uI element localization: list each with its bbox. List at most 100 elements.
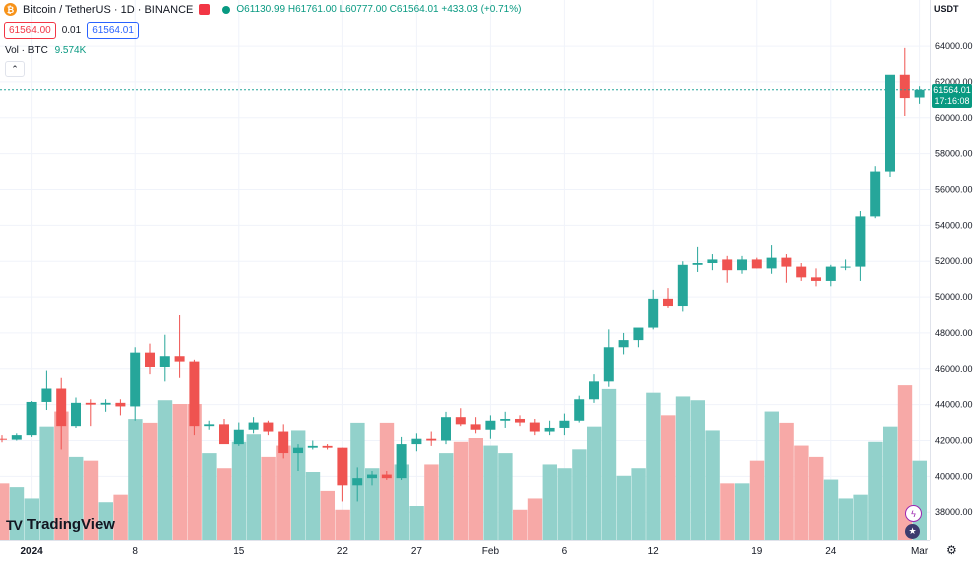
time-tick-label: Mar [911, 546, 929, 557]
price-tick-label: 48000.00 [935, 328, 973, 338]
candle [455, 408, 466, 427]
buy-button[interactable]: 61564.01 [87, 22, 139, 39]
candle-body [441, 417, 451, 441]
volume-bar [305, 472, 321, 540]
volume-bar [853, 494, 868, 540]
symbol-title[interactable]: Bitcoin / TetherUS · 1D · BINANCE [23, 3, 194, 16]
currency-label[interactable]: USDT [934, 4, 959, 14]
price-tick-label: 54000.00 [935, 220, 973, 230]
volume-value: 9.574K [54, 45, 87, 56]
candle-body [648, 298, 659, 328]
time-axis[interactable]: 2024 8 15 22 27 Feb 6 12 19 24 Mar [0, 540, 930, 560]
flash-icon[interactable]: ϟ [905, 505, 922, 522]
volume-bar [0, 483, 10, 540]
candle-body [663, 298, 673, 307]
volume-bar [9, 487, 25, 540]
candle-body [677, 264, 688, 307]
volume-bar [542, 464, 557, 540]
price-tick-label: 52000.00 [935, 256, 973, 266]
candle-body [11, 435, 22, 440]
candle [766, 245, 777, 274]
candle [781, 254, 792, 283]
candle [145, 343, 155, 375]
candle-body [411, 438, 422, 445]
candle [515, 415, 525, 427]
price-tick-label: 46000.00 [935, 364, 973, 374]
candle-body [396, 444, 407, 479]
price-tick-label: 38000.00 [935, 507, 973, 517]
us-flag-icon: ★ [905, 524, 920, 539]
candle-body [781, 257, 792, 267]
volume-bar [838, 498, 853, 540]
volume-bar [587, 426, 602, 540]
tradingview-logo[interactable]: TV TradingView [6, 516, 115, 533]
time-tick-label: 15 [233, 546, 245, 557]
candle-body [529, 422, 540, 432]
volume-bar [661, 415, 676, 540]
candle [263, 420, 274, 436]
time-tick-label: 19 [751, 546, 763, 557]
price-axis[interactable]: 38000.00 40000.00 42000.00 44000.00 46000.00… [930, 0, 974, 540]
candle-body [544, 427, 555, 432]
candle [885, 74, 895, 177]
price-axis-labels: 38000.00 40000.00 42000.00 44000.00 46000.00… [935, 41, 973, 517]
candle-body [278, 431, 289, 454]
volume-bar [572, 449, 587, 540]
symbol-legend: ₿ Bitcoin / TetherUS · 1D · BINANCE O611… [4, 3, 521, 16]
flag-icon[interactable] [199, 4, 211, 15]
collapse-legend-button[interactable]: ⌃ [5, 61, 25, 77]
volume-bar [379, 422, 395, 540]
candle-body [855, 216, 866, 267]
candle-body [100, 402, 111, 405]
price-tick-label: 40000.00 [935, 471, 973, 481]
price-chart[interactable] [0, 0, 930, 540]
sell-button[interactable]: 61564.00 [4, 22, 56, 39]
volume-label: Vol · BTC [5, 45, 48, 56]
market-status-icon [222, 5, 231, 14]
candle [796, 263, 807, 281]
candle-body [71, 402, 81, 427]
candle [840, 259, 851, 271]
low-value: L60777.00 [339, 4, 387, 15]
volume-bar [601, 388, 617, 540]
candle [381, 470, 392, 480]
candle [855, 211, 866, 281]
candle [71, 397, 81, 428]
volume-bar [631, 468, 646, 540]
candle-body [559, 420, 570, 428]
candle [115, 399, 126, 416]
candle [500, 411, 511, 428]
candle-body [352, 478, 363, 486]
candle [914, 86, 925, 104]
candle-body [796, 266, 807, 278]
volume-bar [291, 430, 306, 540]
candle [396, 436, 407, 480]
volume-bar [897, 385, 913, 540]
volume-bar [483, 445, 498, 540]
time-tick-label: 22 [337, 546, 349, 557]
candle-body [737, 259, 747, 271]
candle [722, 255, 733, 283]
volume-bar [69, 456, 84, 540]
high-value: H61761.00 [287, 4, 337, 15]
settings-gear-icon[interactable]: ⚙ [946, 543, 957, 557]
candle-body [307, 445, 318, 448]
candle [663, 288, 673, 308]
candle-body [337, 447, 348, 486]
candle-body [26, 401, 37, 436]
price-tick-label: 44000.00 [935, 400, 973, 410]
change-value: +433.03 (+0.71%) [441, 4, 522, 15]
volume-bar [883, 426, 898, 540]
volume-bars [0, 385, 927, 540]
candle-body [707, 259, 718, 264]
candle-body [85, 402, 96, 405]
price-tick-label: 58000.00 [935, 149, 973, 159]
candle-body [885, 74, 895, 172]
candle [603, 329, 614, 387]
time-tick-label: 12 [648, 546, 660, 557]
candle [367, 470, 377, 486]
volume-bar [157, 400, 173, 540]
candle-body [751, 259, 762, 269]
volume-bar [764, 411, 779, 540]
candle [233, 422, 244, 446]
